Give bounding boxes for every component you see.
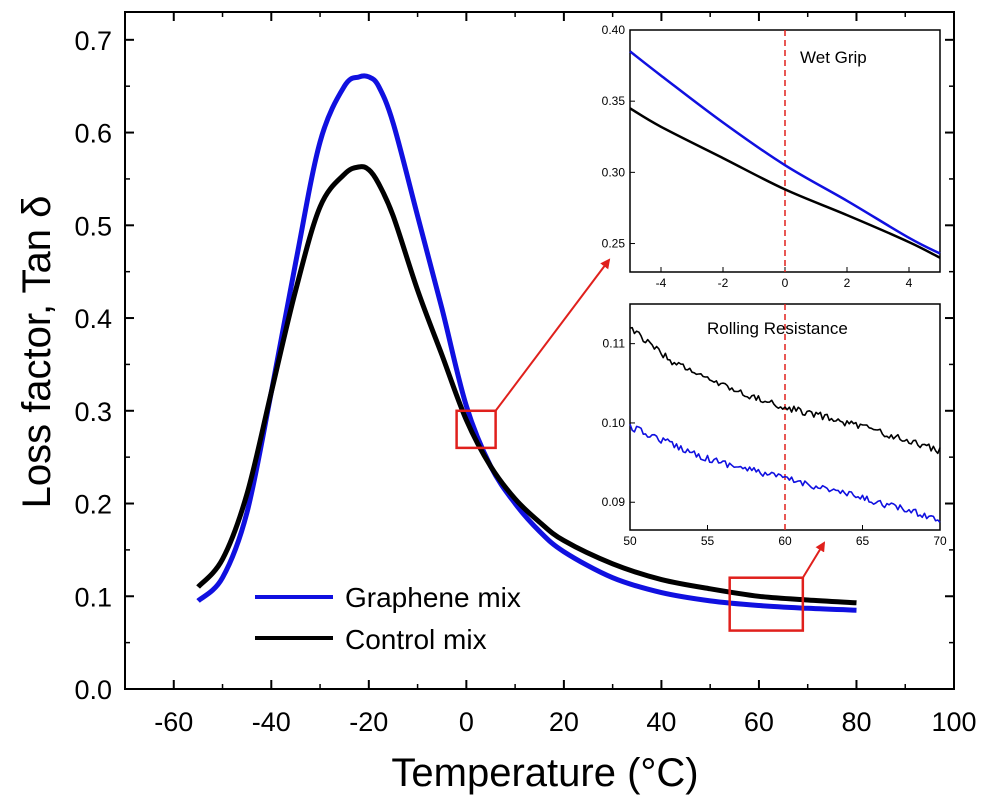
inset-y-tick-label: 0.25 — [602, 237, 626, 251]
inset-y-tick-label: 0.35 — [602, 94, 626, 108]
x-tick-label: 100 — [931, 707, 976, 737]
inset-series-graphene-mix — [629, 423, 941, 523]
inset-x-tick-label: -4 — [656, 276, 667, 290]
rolling-resistance-series — [629, 304, 941, 530]
y-tick-label: 0.2 — [74, 490, 112, 520]
inset-series-graphene-mix — [629, 50, 941, 255]
legend-label-graphene: Graphene mix — [345, 582, 521, 613]
wet-grip-series — [629, 30, 941, 272]
series-control-mix — [196, 164, 857, 606]
x-tick-label: 40 — [646, 707, 676, 737]
x-tick-label: 20 — [549, 707, 579, 737]
inset-series-control-mix — [629, 107, 941, 259]
main-series — [196, 73, 857, 613]
legend: Graphene mix Control mix — [255, 582, 521, 655]
y-tick-label: 0.7 — [74, 26, 112, 56]
inset-y-tick-label: 0.10 — [602, 416, 626, 430]
inset-x-tick-label: 55 — [701, 534, 715, 548]
inset-x-tick-label: 50 — [623, 534, 637, 548]
inset-y-tick-label: 0.11 — [603, 337, 626, 351]
rolling-resistance-zoom-box — [728, 576, 805, 632]
y-tick-label: 0.1 — [74, 582, 112, 612]
main-plot-frame — [124, 11, 955, 690]
rolling-resistance-inset: 50 55 60 65 70 0.09 0.10 0.11 Rolling Resistanc… — [602, 303, 947, 548]
x-axis-label: Temperature (°C) — [391, 751, 698, 795]
inset-x-tick-label: 2 — [844, 276, 851, 290]
inset-x-tick-label: 70 — [933, 534, 947, 548]
inset-x-tick-label: 65 — [856, 534, 870, 548]
y-axis-label: Loss factor, Tan δ — [15, 196, 59, 509]
arrow-to-wet-grip — [494, 258, 611, 412]
x-tick-label: 0 — [459, 707, 474, 737]
x-tick-label: -40 — [252, 707, 291, 737]
wet-grip-inset: -4 -2 0 2 4 0.25 0.30 0.35 0.40 Wet Grip — [602, 23, 941, 290]
inset-y-tick-label: 0.09 — [602, 495, 626, 509]
main-ticks: -60 -40 -20 0 20 40 60 80 1000.00.10.20.30.40.50… — [74, 12, 977, 737]
y-tick-label: 0.0 — [74, 675, 112, 705]
wet-grip-ticks: -4 -2 0 2 4 0.25 0.30 0.35 0.40 — [602, 23, 913, 290]
x-tick-label: -20 — [349, 707, 388, 737]
inset-y-tick-label: 0.30 — [602, 165, 626, 179]
x-tick-label: -60 — [154, 707, 193, 737]
inset-x-tick-label: 0 — [782, 276, 789, 290]
x-tick-label: 60 — [744, 707, 774, 737]
y-tick-label: 0.4 — [74, 304, 112, 334]
inset-x-tick-label: -2 — [718, 276, 729, 290]
y-tick-label: 0.3 — [74, 397, 112, 427]
y-tick-label: 0.5 — [74, 211, 112, 241]
series-graphene-mix — [196, 73, 857, 613]
inset-y-tick-label: 0.40 — [602, 23, 626, 37]
legend-label-control: Control mix — [345, 624, 487, 655]
arrow-to-rolling-resistance — [801, 541, 826, 579]
inset-x-tick-label: 60 — [778, 534, 792, 548]
highlight-boxes — [455, 409, 805, 632]
rolling-resistance-ticks: 50 55 60 65 70 0.09 0.10 0.11 — [602, 337, 947, 548]
inset-series-control-mix — [629, 326, 941, 455]
rolling-resistance-title: Rolling Resistance — [707, 319, 848, 338]
zoom-arrows — [494, 258, 826, 579]
main-plot: -60 -40 -20 0 20 40 60 80 1000.00.10.20.30.40.50… — [74, 11, 977, 737]
y-tick-label: 0.6 — [74, 119, 112, 149]
x-tick-label: 80 — [841, 707, 871, 737]
wet-grip-title: Wet Grip — [800, 48, 867, 67]
inset-x-tick-label: 4 — [906, 276, 913, 290]
wet-grip-zoom-box — [455, 409, 497, 450]
